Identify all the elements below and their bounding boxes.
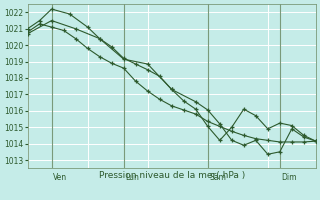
Text: Ven: Ven (53, 173, 67, 182)
X-axis label: Pression niveau de la mer( hPa ): Pression niveau de la mer( hPa ) (99, 171, 245, 180)
Text: Sam: Sam (209, 173, 226, 182)
Text: Dim: Dim (281, 173, 297, 182)
Text: Lun: Lun (125, 173, 139, 182)
